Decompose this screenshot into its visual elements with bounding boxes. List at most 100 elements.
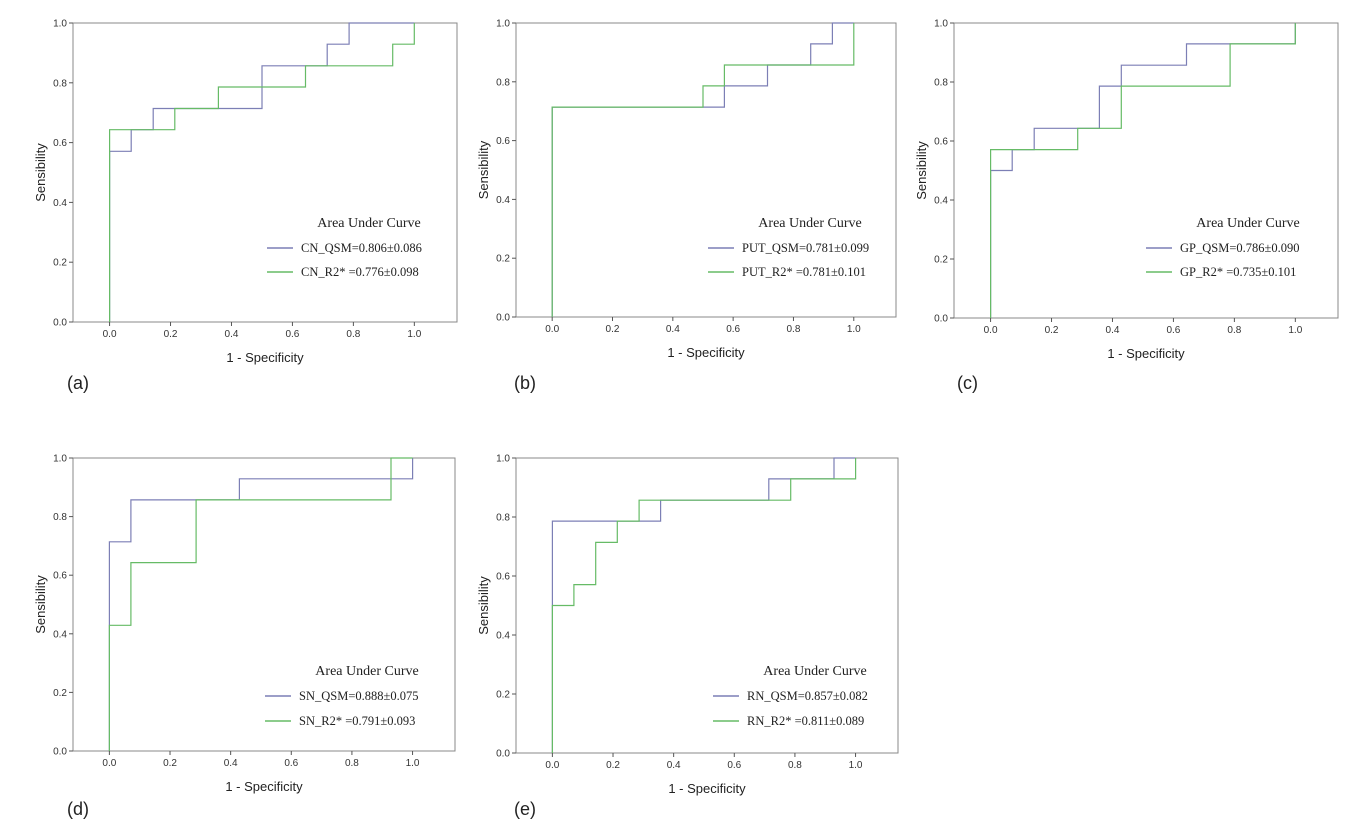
y-tick-label: 0.8	[53, 512, 67, 523]
y-tick-label: 1.0	[53, 454, 67, 465]
y-tick-label: 0.8	[934, 78, 948, 89]
y-tick-label: 0.2	[934, 255, 948, 266]
y-tick-label: 0.0	[496, 313, 510, 324]
legend-entry: GP_QSM=0.786±0.090	[1180, 241, 1299, 255]
x-tick-label: 0.2	[606, 760, 620, 771]
y-tick-label: 0.8	[496, 513, 510, 524]
legend-title: Area Under Curve	[315, 664, 418, 679]
x-axis-label: 1 - Specificity	[226, 350, 304, 365]
x-tick-label: 0.4	[224, 758, 238, 769]
y-tick-label: 0.8	[53, 78, 67, 89]
y-tick-label: 0.2	[53, 688, 67, 699]
x-tick-label: 0.2	[606, 324, 620, 335]
qsm-roc-line	[109, 22, 415, 322]
y-tick-label: 0.6	[53, 571, 67, 582]
x-tick-label: 0.6	[285, 329, 299, 340]
y-tick-label: 0.2	[496, 254, 510, 265]
panel-label: (b)	[514, 373, 536, 393]
y-axis-label: Sensibility	[914, 141, 929, 200]
y-tick-label: 0.0	[53, 318, 67, 329]
roc-panel-e: 0.0 0.2 0.4 0.6 0.8 1.0 0.0 0.2 0.4 0.6 0.8 1.0 1 - …	[476, 454, 899, 819]
x-tick-label: 0.6	[727, 760, 741, 771]
roc-panel-c: 0.0 0.2 0.4 0.6 0.8 1.0 0.0 0.2 0.4 0.6 0.8 1.0 1 - …	[914, 19, 1339, 393]
legend-title: Area Under Curve	[1196, 216, 1299, 231]
panel-label: (c)	[957, 373, 978, 393]
r2-roc-line	[990, 23, 1296, 318]
y-tick-label: 0.0	[934, 314, 948, 325]
y-tick-label: 0.0	[496, 749, 510, 760]
y-tick-label: 1.0	[934, 19, 948, 30]
legend-entry: CN_R2* =0.776±0.098	[301, 265, 419, 279]
panel-label: (e)	[514, 799, 536, 819]
x-axis-label: 1 - Specificity	[225, 779, 303, 794]
legend-entry: RN_QSM=0.857±0.082	[747, 689, 868, 703]
y-tick-label: 0.6	[496, 572, 510, 583]
x-tick-label: 0.4	[667, 760, 681, 771]
x-tick-label: 0.4	[666, 324, 680, 335]
x-tick-label: 1.0	[847, 324, 861, 335]
x-tick-label: 0.8	[345, 758, 359, 769]
x-tick-label: 1.0	[407, 329, 421, 340]
y-tick-label: 0.8	[496, 77, 510, 88]
r2-roc-line	[109, 23, 415, 322]
x-tick-label: 1.0	[1288, 325, 1302, 336]
panel-label: (a)	[67, 373, 89, 393]
legend-entry: SN_QSM=0.888±0.075	[299, 689, 418, 703]
y-tick-label: 0.2	[496, 690, 510, 701]
x-tick-label: 0.4	[1106, 325, 1120, 336]
x-tick-label: 0.0	[545, 324, 559, 335]
x-tick-label: 0.0	[545, 760, 559, 771]
y-axis-label: Sensibility	[33, 575, 48, 634]
legend-entry: PUT_QSM=0.781±0.099	[742, 241, 869, 255]
x-tick-label: 0.6	[1166, 325, 1180, 336]
roc-panel-b: 0.0 0.2 0.4 0.6 0.8 1.0 0.0 0.2 0.4 0.6 0.8 1.0 1 - …	[476, 19, 897, 393]
plot-frame	[953, 22, 1339, 319]
y-tick-label: 0.4	[53, 629, 67, 640]
roc-panel-a: 0.0 0.2 0.4 0.6 0.8 1.0 0.0 0.2 0.4 0.6 0.8 1.0 1 - …	[33, 19, 458, 393]
y-tick-label: 0.2	[53, 258, 67, 269]
x-tick-label: 0.8	[1227, 325, 1241, 336]
y-tick-label: 0.4	[496, 631, 510, 642]
legend-entry: CN_QSM=0.806±0.086	[301, 241, 422, 255]
x-axis-label: 1 - Specificity	[667, 345, 745, 360]
legend-title: Area Under Curve	[763, 664, 866, 679]
y-tick-label: 0.4	[53, 198, 67, 209]
x-tick-label: 0.8	[346, 329, 360, 340]
x-tick-label: 0.0	[984, 325, 998, 336]
x-tick-label: 0.8	[788, 760, 802, 771]
qsm-roc-line	[990, 23, 1296, 318]
legend-entry: GP_R2* =0.735±0.101	[1180, 265, 1296, 279]
y-tick-label: 0.6	[53, 138, 67, 149]
y-axis-label: Sensibility	[476, 140, 491, 199]
y-tick-label: 0.4	[934, 196, 948, 207]
x-tick-label: 1.0	[406, 758, 420, 769]
plot-frame	[72, 457, 456, 752]
panel-label: (d)	[67, 799, 89, 819]
x-axis-label: 1 - Specificity	[1107, 346, 1185, 361]
legend-entry: SN_R2* =0.791±0.093	[299, 714, 415, 728]
legend-title: Area Under Curve	[317, 216, 420, 231]
x-tick-label: 0.2	[164, 329, 178, 340]
qsm-roc-line	[108, 458, 414, 751]
x-tick-label: 0.6	[284, 758, 298, 769]
y-tick-label: 0.6	[934, 137, 948, 148]
x-tick-label: 0.0	[103, 329, 117, 340]
y-tick-label: 0.4	[496, 195, 510, 206]
x-tick-label: 0.4	[225, 329, 239, 340]
r2-roc-line	[551, 458, 857, 753]
y-axis-label: Sensibility	[476, 576, 491, 635]
y-tick-label: 1.0	[496, 19, 510, 30]
roc-panel-d: 0.0 0.2 0.4 0.6 0.8 1.0 0.0 0.2 0.4 0.6 0.8 1.0 1 - …	[33, 454, 456, 819]
y-tick-label: 0.6	[496, 136, 510, 147]
plot-frame	[515, 457, 899, 754]
y-axis-label: Sensibility	[33, 143, 48, 202]
x-tick-label: 0.0	[102, 758, 116, 769]
x-tick-label: 0.2	[1045, 325, 1059, 336]
x-tick-label: 1.0	[849, 760, 863, 771]
legend-entry: PUT_R2* =0.781±0.101	[742, 265, 866, 279]
y-tick-label: 1.0	[53, 19, 67, 30]
plot-frame	[72, 22, 458, 323]
r2-roc-line	[551, 23, 855, 317]
r2-roc-line	[108, 457, 413, 751]
